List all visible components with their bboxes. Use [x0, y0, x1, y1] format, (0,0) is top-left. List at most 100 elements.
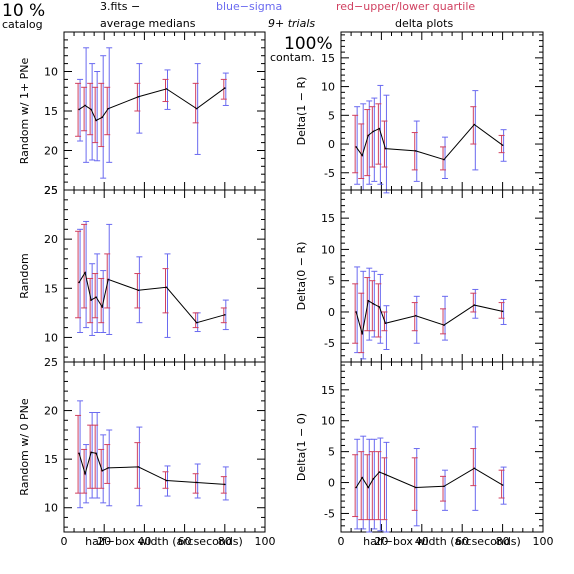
pct-label: 10 % [2, 1, 45, 21]
data-point [90, 299, 92, 301]
plot-frame [63, 31, 266, 191]
y-tick-label: 15 [44, 453, 58, 466]
data-point [107, 278, 110, 281]
x-tick-label: 0 [61, 535, 68, 548]
data-point [443, 485, 445, 488]
data-point [367, 299, 370, 302]
plot-frame [340, 189, 544, 363]
data-point [78, 281, 80, 284]
y-tick-label: 5 [328, 275, 335, 288]
plot-frame [63, 361, 266, 533]
y-tick-label: -5 [324, 507, 335, 520]
y-tick-label: 10 [44, 331, 58, 344]
data-point [165, 286, 168, 289]
y-tick-label: 0 [328, 306, 335, 319]
plot-frame [340, 361, 544, 533]
data-point [84, 472, 86, 475]
data-point [473, 467, 476, 470]
y-tick-label: 15 [321, 384, 335, 397]
y-tick-label: 10 [321, 243, 335, 256]
data-point [443, 158, 445, 161]
y-tick-label: 15 [321, 52, 335, 65]
y-axis-label: Random w/ 1+ PNe [18, 57, 31, 164]
data-point [195, 321, 198, 324]
y-tick-label: 0 [328, 138, 335, 151]
x-tick-label: 20 [97, 535, 111, 548]
data-point [443, 324, 445, 326]
y-tick-label: 25 [44, 356, 58, 369]
y-tick-label: 20 [44, 405, 58, 418]
y-axis-label: Delta(1 − R) [295, 77, 308, 146]
delta-plots-label: delta plots [395, 17, 453, 30]
data-point [501, 144, 504, 146]
contam-pct-label: 100% [284, 34, 333, 54]
x-tick-label: 60 [455, 535, 469, 548]
x-tick-label: 20 [374, 535, 388, 548]
data-point [90, 108, 92, 111]
y-tick-label: 25 [44, 184, 58, 197]
median-line [78, 451, 225, 485]
y-axis-label: Delta(0 − R) [295, 242, 308, 311]
chart-panel-1: 10 15 20 25 Random w/ 1+ PNe [18, 31, 266, 197]
data-point [501, 310, 504, 313]
data-point [195, 481, 198, 484]
y-axis-label: Random [18, 253, 31, 299]
data-point [414, 314, 417, 317]
red-quartile-label: red−upper/lower quartile [336, 0, 475, 13]
data-point [137, 466, 140, 468]
data-point [355, 146, 357, 148]
data-point [90, 451, 92, 454]
y-axis-label: Delta(1 − 0) [295, 413, 308, 481]
y-tick-label: 0 [328, 477, 335, 490]
x-tick-label: 80 [496, 535, 510, 548]
data-point [367, 134, 370, 137]
data-point [101, 470, 103, 472]
y-tick-label: 25 [44, 184, 58, 197]
x-tick-label: 100 [533, 535, 554, 548]
data-point [361, 333, 364, 335]
trials-label: 9+ trials [268, 17, 315, 30]
data-point [78, 452, 80, 455]
data-point [384, 147, 387, 150]
contam-label: contam. [270, 51, 315, 64]
chart-panel-2: -5 0 5 10 15 Delta(1 − R) [295, 31, 544, 194]
data-point [372, 478, 375, 480]
y-tick-label: 5 [328, 446, 335, 459]
data-point [414, 486, 417, 489]
data-point [165, 88, 168, 90]
data-point [372, 130, 375, 133]
y-tick-label: -5 [324, 337, 335, 350]
chart-panel-5: 10 15 20 25 0 20 40 60 80 100 Random w/ 0 PNe [18, 356, 276, 548]
data-point [137, 95, 140, 98]
data-point [95, 119, 97, 122]
median-line [78, 271, 225, 324]
y-tick-label: 10 [44, 66, 58, 79]
data-point [224, 314, 226, 316]
y-tick-label: 5 [328, 109, 335, 122]
catalog-label: catalog [2, 18, 43, 31]
data-point [414, 150, 417, 152]
data-point [384, 473, 387, 476]
data-point [378, 127, 381, 130]
y-tick-label: 20 [44, 145, 58, 158]
data-point [84, 104, 86, 107]
data-point [473, 304, 476, 306]
data-point [107, 107, 110, 110]
data-point [84, 271, 86, 274]
x-tick-label: 40 [137, 535, 151, 548]
data-point [372, 303, 375, 305]
blue-sigma-label: blue−sigma [216, 0, 282, 13]
x-tick-label: 60 [178, 535, 192, 548]
x-tick-label: 100 [255, 535, 276, 548]
data-point [367, 486, 370, 489]
median-line [355, 299, 503, 334]
data-point [78, 108, 80, 111]
panels: 10 15 20 25 Random w/ 1+ PNe -5 0 5 10 15 Delta(1 … [18, 31, 554, 548]
plot-frame [340, 31, 544, 191]
data-point [361, 154, 364, 157]
data-point [101, 306, 103, 308]
y-tick-label: 10 [44, 502, 58, 515]
data-point [501, 484, 504, 486]
y-tick-label: 15 [44, 105, 58, 118]
